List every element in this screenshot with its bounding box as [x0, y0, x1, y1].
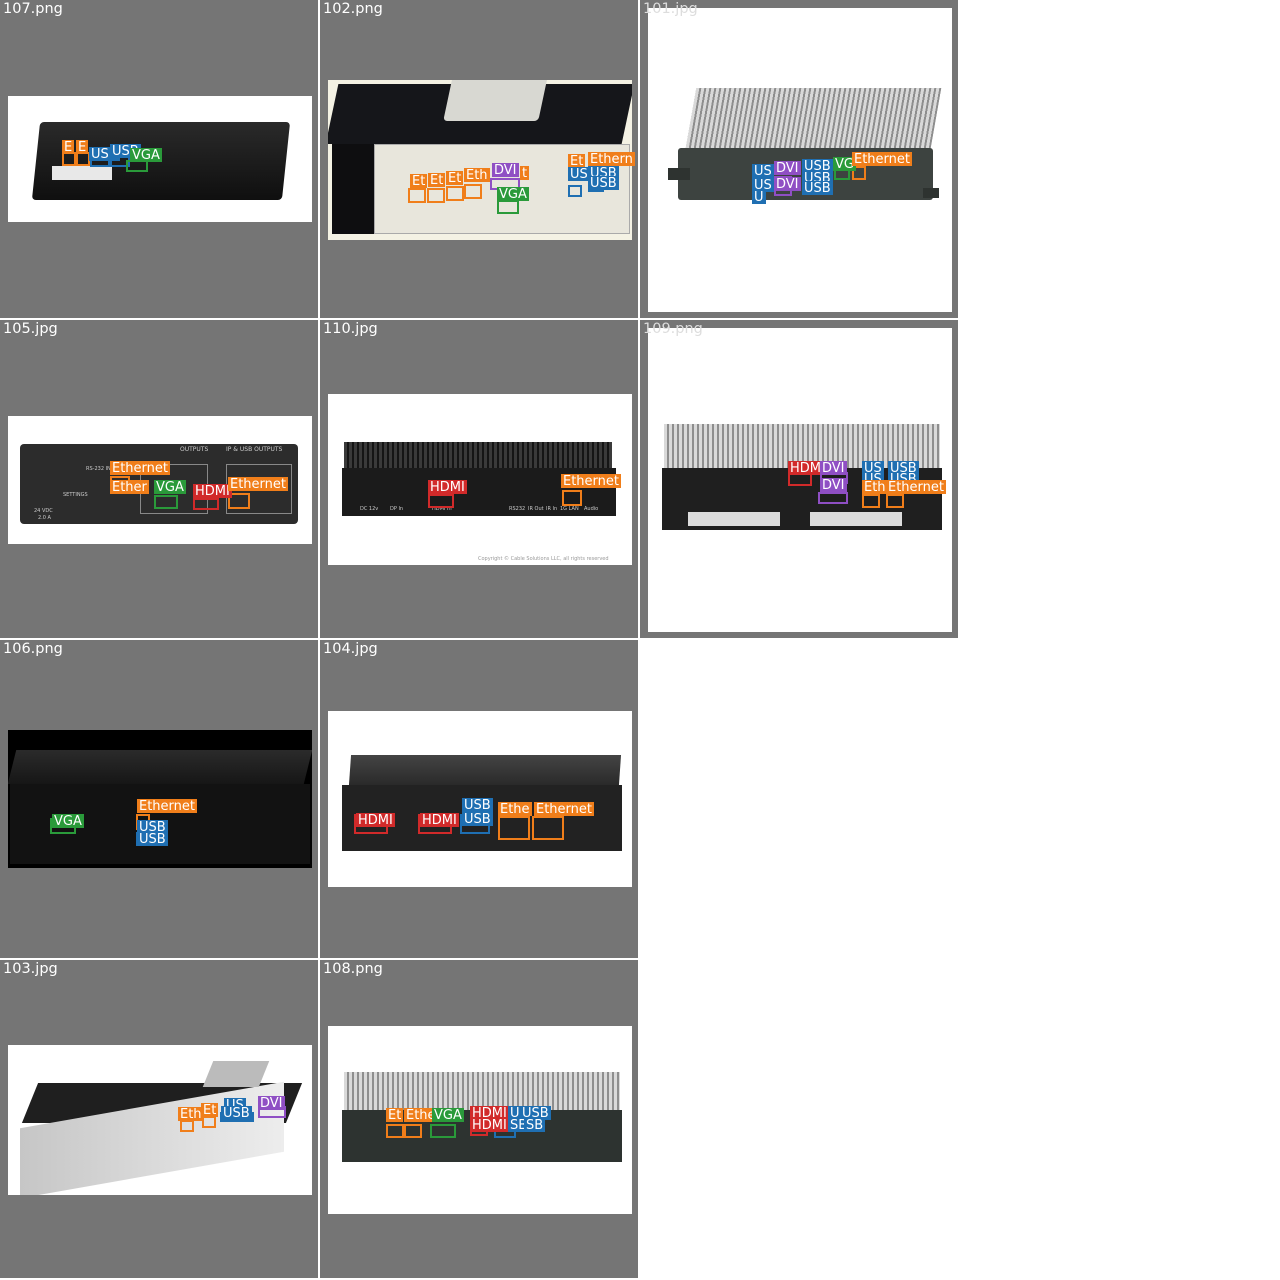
port-label-ethernet: Ether: [110, 480, 149, 495]
port-label-ethernet: Ethe: [404, 1108, 438, 1123]
tile-filename: 105.jpg: [3, 321, 58, 337]
port-label-usb: USB: [137, 820, 168, 835]
port-label-usb: SB: [508, 1118, 530, 1133]
tile-filename: 104.jpg: [323, 641, 378, 657]
port-label-vga: VGA: [52, 814, 84, 829]
port-label-vga: VGA: [154, 480, 186, 495]
tile-filename: 108.png: [323, 961, 383, 977]
port-label-hdmi: HDMI: [428, 480, 467, 495]
port-label-usb: USB: [802, 159, 833, 174]
image-tile[interactable]: 103.jpg Eth Et US USB DVI: [0, 960, 318, 1278]
port-label-usb: USB: [888, 461, 919, 476]
port-label-dvi: DVI: [492, 163, 519, 178]
photo-caption: Audio: [584, 506, 599, 512]
tile-filename: 106.png: [3, 641, 63, 657]
port-label-ethernet: E: [76, 140, 89, 155]
port-label-ethernet: Et: [201, 1103, 219, 1118]
port-label-ethernet: Eth: [178, 1107, 204, 1122]
port-label-hdmi: HDMI: [193, 484, 232, 499]
port-label-usb: US: [568, 167, 590, 182]
port-label-ethernet: Ethernet: [228, 477, 288, 492]
port-label-usb: USB: [462, 812, 493, 827]
port-label-ethernet: E: [62, 140, 75, 155]
port-label-usb: USB: [137, 832, 168, 847]
port-label-dvi: DVI: [258, 1096, 285, 1111]
image-tile[interactable]: 109.png HDM DVI US USB US USB DVI Eth Et…: [640, 320, 958, 638]
port-label-ethernet: Et: [386, 1108, 404, 1123]
photo-caption: RS232: [509, 506, 526, 512]
tile-filename: 107.png: [3, 1, 63, 17]
photo-caption: DC 12v: [360, 506, 379, 512]
port-label-ethernet: Ethernet: [561, 474, 621, 489]
port-label-ethernet: Ethernet: [886, 480, 946, 495]
port-label-ethernet: t: [520, 166, 530, 181]
photo-caption: 1G LAN: [560, 506, 579, 512]
port-label-ethernet: Ethernet: [852, 152, 912, 167]
image-tile[interactable]: 105.jpg OUTPUTS IP & USB OUTPUTS SETTING…: [0, 320, 318, 638]
photo-caption: 2.0 A: [38, 515, 51, 521]
device-photo: [8, 1045, 312, 1195]
port-label-dvi: DVI: [820, 478, 847, 493]
photo-caption: IR Out: [528, 506, 544, 512]
tile-filename: 101.jpg: [643, 1, 698, 17]
image-tile[interactable]: 106.png VGA Ethernet USB USB: [0, 640, 318, 958]
port-label-ethernet: Ethernet: [137, 799, 197, 814]
port-label-usb: US: [752, 164, 774, 179]
port-label-ethernet: Et: [410, 174, 428, 189]
port-label-hdmi: HDMI: [470, 1106, 509, 1121]
port-label-vga: VG: [833, 157, 856, 172]
image-tile[interactable]: 101.jpg US US U DVI DVI USB USB USB VG E…: [640, 0, 958, 318]
port-label-usb: USB: [802, 181, 833, 196]
port-label-usb: USB: [520, 1106, 551, 1121]
tile-filename: 110.jpg: [323, 321, 378, 337]
photo-caption: HDMI In: [432, 506, 452, 512]
port-label-ethernet: Eth: [464, 168, 490, 183]
photo-caption: IP & USB OUTPUTS: [226, 446, 283, 453]
photo-caption: OUTPUTS: [180, 446, 209, 453]
port-label-usb: US: [862, 461, 884, 476]
port-label-ethernet: Ethern: [588, 152, 635, 167]
port-label-hdmi: HDMI: [356, 813, 395, 828]
port-label-ethernet: Ethernet: [534, 802, 594, 817]
port-label-vga: VGA: [432, 1108, 464, 1123]
port-label-ethernet: Et: [428, 173, 446, 188]
image-tile[interactable]: 110.jpg DC 12v DP In HDMI In RS232 IR Ou…: [320, 320, 638, 638]
port-label-ethernet: Et: [446, 171, 464, 186]
port-label-ethernet: Et: [568, 154, 586, 169]
port-label-dvi: DVI: [774, 177, 801, 192]
copyright-text: Copyright © Cable Solutions LLC, all rig…: [478, 556, 609, 562]
port-label-ethernet: Eth: [862, 480, 888, 495]
image-tile[interactable]: 102.png Et Et Et Eth DVI t VGA Et Ethern…: [320, 0, 638, 318]
photo-caption: DP In: [390, 506, 404, 512]
port-label-usb: USB: [221, 1106, 252, 1121]
port-label-dvi: DVI: [774, 161, 801, 176]
port-label-usb: USB: [462, 798, 493, 813]
device-photo: [328, 80, 632, 240]
image-tile[interactable]: 104.jpg HDMI HDMI USB USB Ethe Ethernet: [320, 640, 638, 958]
port-label-dvi: DVI: [820, 461, 847, 476]
port-label-hdmi: HDM: [788, 461, 824, 476]
photo-caption: 24 VDC: [34, 508, 53, 514]
port-label-usb: USB: [588, 176, 619, 191]
port-label-hdmi: HDMI: [420, 813, 459, 828]
photo-caption: RS-232 IN: [86, 466, 111, 472]
device-photo: [648, 8, 952, 312]
port-label-ethernet: Ethernet: [110, 461, 170, 476]
tile-filename: 109.png: [643, 321, 703, 337]
image-tile[interactable]: 107.png E E USB USB VGA: [0, 0, 318, 318]
port-label-ethernet: Ethe: [498, 802, 532, 817]
port-label-vga: VGA: [130, 148, 162, 163]
port-label-usb: SB: [524, 1118, 546, 1133]
photo-caption: SETTINGS: [63, 492, 88, 498]
image-tile[interactable]: 108.png Et Ethe VGA HDMI HDMI USB USB SB…: [320, 960, 638, 1278]
tile-filename: 102.png: [323, 1, 383, 17]
port-label-usb: U: [752, 190, 766, 205]
port-label-hdmi: HDMI: [470, 1118, 509, 1133]
port-label-usb: US: [752, 178, 774, 193]
tile-filename: 103.jpg: [3, 961, 58, 977]
port-label-vga: VGA: [497, 187, 529, 202]
photo-caption: IR In: [546, 506, 558, 512]
